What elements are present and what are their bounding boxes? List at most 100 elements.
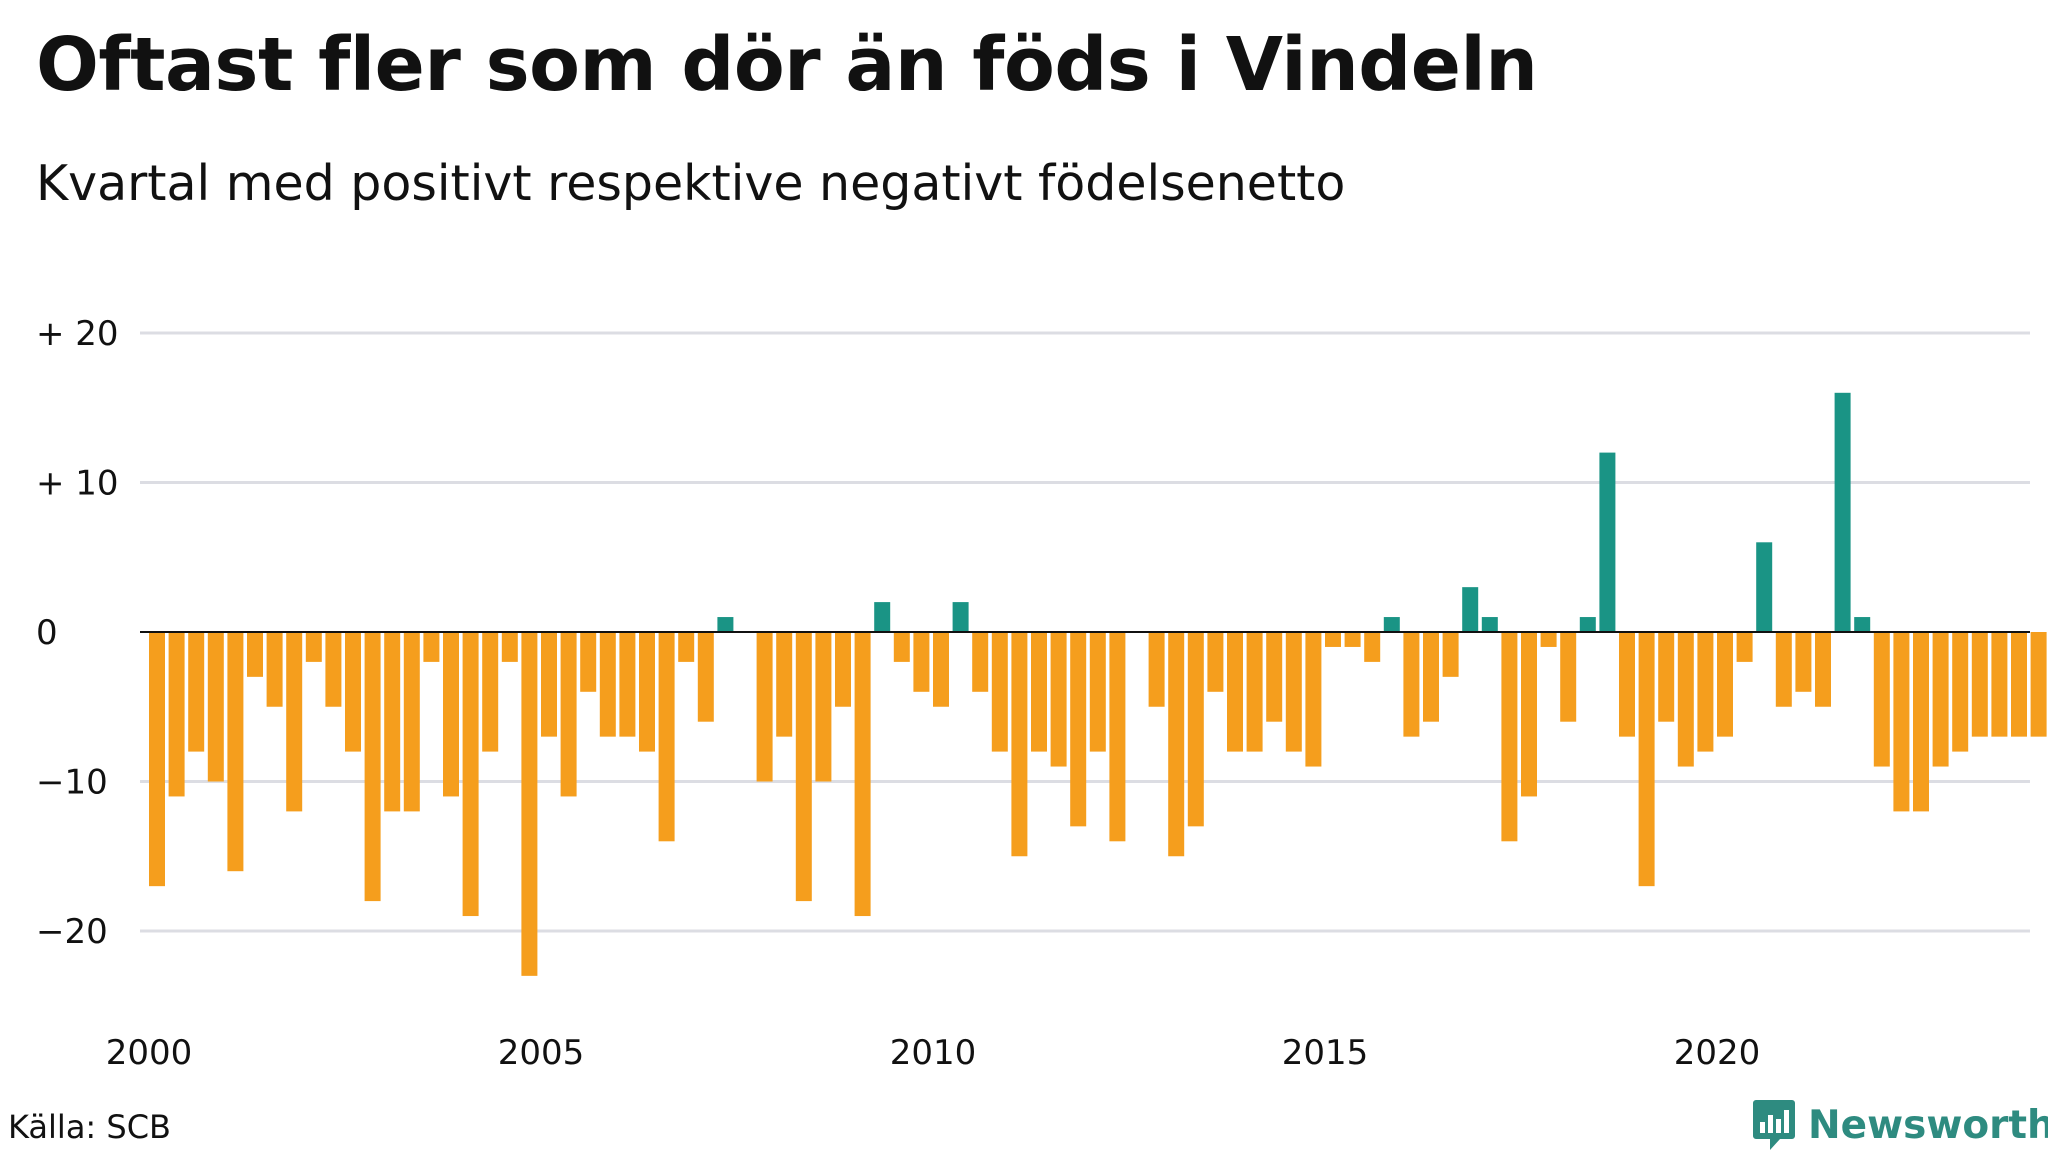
bar-negative xyxy=(2011,632,2027,737)
bar-negative xyxy=(1011,632,1028,857)
bar-negative xyxy=(1285,632,1302,752)
bar-negative xyxy=(1031,632,1047,752)
bar-negative xyxy=(1423,632,1439,722)
bar-negative xyxy=(913,632,930,692)
bar-negative xyxy=(1109,632,1126,842)
bar-negative xyxy=(521,632,538,976)
bar-negative xyxy=(1697,632,1714,752)
x-tick-label: 2000 xyxy=(106,1033,193,1073)
bar-negative xyxy=(325,632,342,707)
bar-negative xyxy=(1677,632,1694,767)
bar-negative xyxy=(560,632,577,797)
bar-negative xyxy=(815,632,832,782)
bar-negative xyxy=(1050,632,1067,767)
y-tick-label: + 20 xyxy=(36,314,119,354)
bar-negative xyxy=(364,632,381,902)
bar-negative xyxy=(305,632,322,662)
bar-negative xyxy=(1521,632,1537,797)
bar-negative xyxy=(1658,632,1675,722)
bar-negative xyxy=(1893,632,1910,812)
bar-positive xyxy=(1462,587,1479,632)
bar-negative xyxy=(1638,632,1655,887)
bar-negative xyxy=(1540,632,1557,647)
bar-positive xyxy=(1834,392,1851,632)
x-tick-label: 2015 xyxy=(1282,1033,1369,1073)
y-tick-label: 0 xyxy=(36,613,58,653)
bar-positive xyxy=(1383,617,1400,632)
brand-name: Newsworthy xyxy=(1808,1102,2048,1148)
bar-negative xyxy=(1736,632,1753,662)
bar-negative xyxy=(1913,632,1929,812)
bar-positive xyxy=(874,602,891,632)
bar-negative xyxy=(1501,632,1518,842)
bar-negative xyxy=(168,632,185,797)
bar-negative xyxy=(1168,632,1185,857)
bar-negative xyxy=(247,632,263,677)
bar-negative xyxy=(639,632,655,752)
bar-negative xyxy=(227,632,244,872)
bar-negative xyxy=(384,632,401,812)
bar-chart: + 20 + 10 0 −10 −20 2000 2005 2010 2015 2020 xyxy=(36,314,2047,1073)
bar-negative xyxy=(345,632,361,752)
bar-negative xyxy=(482,632,499,752)
chart-subtitle: Kvartal med positivt respektive negativt… xyxy=(36,155,1346,212)
bar-chart-speech-bubble-icon xyxy=(1753,1100,1795,1150)
bar-negative xyxy=(795,632,812,902)
y-tick-label: −10 xyxy=(36,763,108,803)
bar-negative xyxy=(1325,632,1341,647)
bar-negative xyxy=(893,632,910,662)
bar-negative xyxy=(1403,632,1420,737)
bar-positive xyxy=(1756,542,1773,632)
bar-positive xyxy=(717,617,734,632)
bar-positive xyxy=(1599,452,1616,632)
bar-negative xyxy=(286,632,303,812)
bar-negative xyxy=(1952,632,1969,752)
bar-positive xyxy=(1481,617,1498,632)
bar-negative xyxy=(403,632,420,812)
bar-positive xyxy=(952,602,969,632)
bar-negative xyxy=(266,632,283,707)
bar-negative xyxy=(1207,632,1224,692)
bar-negative xyxy=(619,632,636,737)
bar-negative xyxy=(580,632,597,692)
bar-negative xyxy=(541,632,557,737)
bar-negative xyxy=(1795,632,1812,692)
bar-negative xyxy=(1305,632,1322,767)
bars xyxy=(149,392,2047,976)
source-note: Källa: SCB xyxy=(8,1108,171,1146)
bar-negative xyxy=(2030,632,2047,737)
bar-negative xyxy=(423,632,440,662)
bar-negative xyxy=(756,632,773,782)
bar-negative xyxy=(1364,632,1381,662)
x-tick-label: 2020 xyxy=(1674,1033,1761,1073)
y-tick-label: + 10 xyxy=(36,464,119,504)
bar-negative xyxy=(1187,632,1204,827)
bar-negative xyxy=(1442,632,1459,677)
x-tick-label: 2005 xyxy=(498,1033,585,1073)
bar-negative xyxy=(972,632,989,692)
y-tick-label: −20 xyxy=(36,912,108,952)
bar-negative xyxy=(599,632,616,737)
bar-negative xyxy=(1815,632,1831,707)
bar-negative xyxy=(149,632,165,887)
bar-negative xyxy=(658,632,675,842)
x-axis-labels: 2000 2005 2010 2015 2020 xyxy=(106,1033,1761,1073)
bar-negative xyxy=(1873,632,1890,767)
bar-negative xyxy=(1775,632,1792,707)
x-tick-label: 2010 xyxy=(890,1033,977,1073)
y-axis-labels: + 20 + 10 0 −10 −20 xyxy=(36,314,119,952)
bar-positive xyxy=(1854,617,1871,632)
bar-negative xyxy=(1227,632,1243,752)
bar-negative xyxy=(1717,632,1733,737)
brand-logo: Newsworthy xyxy=(1752,1098,2048,1152)
bar-negative xyxy=(1560,632,1577,722)
bar-negative xyxy=(991,632,1008,752)
bar-negative xyxy=(1619,632,1635,737)
bar-negative xyxy=(1089,632,1106,752)
bar-negative xyxy=(1148,632,1165,707)
bar-negative xyxy=(933,632,949,707)
bar-negative xyxy=(854,632,871,917)
bar-negative xyxy=(697,632,714,722)
bar-negative xyxy=(443,632,459,797)
bar-negative xyxy=(1246,632,1263,752)
